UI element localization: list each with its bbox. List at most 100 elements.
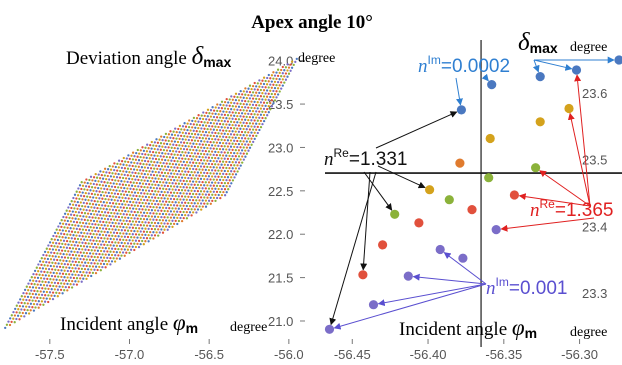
left-data-point [119, 206, 122, 209]
left-data-point [217, 144, 220, 148]
left-data-point [94, 271, 98, 275]
left-data-point [159, 161, 162, 164]
left-data-point [218, 160, 222, 163]
left-data-point [87, 268, 90, 271]
left-data-point [112, 238, 115, 241]
left-data-point [109, 256, 112, 260]
left-data-point [248, 90, 252, 94]
left-data-point [130, 184, 134, 187]
left-data-point [77, 217, 80, 221]
left-data-point [250, 125, 253, 128]
left-data-point [168, 219, 171, 222]
left-data-point [78, 221, 82, 224]
left-data-point [239, 115, 242, 118]
left-data-point [126, 167, 130, 170]
left-data-point [276, 74, 280, 78]
left-data-point [256, 88, 259, 91]
annotation-arrow [363, 171, 393, 211]
left-data-point [133, 217, 136, 220]
left-data-point [45, 284, 49, 287]
left-data-point [67, 243, 70, 246]
left-data-point [118, 244, 122, 248]
left-data-point [199, 159, 203, 162]
left-data-point [154, 164, 157, 167]
left-data-point [228, 142, 231, 145]
annotation-nre-1365: nRe=1.365 [530, 197, 614, 221]
left-data-point [97, 230, 100, 233]
left-data-point [80, 211, 84, 214]
left-data-point [261, 92, 264, 95]
left-data-point [135, 194, 138, 198]
left-data-point [76, 251, 79, 254]
left-data-point [145, 169, 148, 173]
left-data-point [196, 196, 200, 199]
left-data-point [259, 88, 263, 92]
left-data-point [204, 149, 207, 153]
left-y-label-text: Deviation angle [66, 48, 192, 69]
left-data-point [158, 151, 161, 154]
left-data-point [143, 192, 146, 195]
left-data-point [240, 112, 244, 115]
left-data-point [139, 149, 142, 152]
annotation-arrow [377, 283, 487, 307]
left-data-point [179, 173, 182, 176]
right-data-point [368, 300, 379, 310]
left-data-point [73, 237, 77, 240]
left-data-point [36, 276, 40, 280]
left-data-point [209, 153, 212, 156]
left-data-point [149, 230, 152, 234]
left-data-point [68, 266, 71, 269]
left-data-point [69, 227, 72, 230]
left-data-point [114, 215, 117, 218]
left-data-point [165, 194, 168, 197]
left-data-point [160, 197, 163, 200]
left-data-point [178, 131, 181, 134]
left-data-point [229, 164, 233, 167]
left-data-point [65, 209, 68, 212]
left-data-point [255, 134, 258, 138]
left-data-point [156, 148, 159, 151]
left-data-point [251, 122, 255, 125]
left-data-point [46, 277, 49, 281]
left-data-point [96, 243, 100, 246]
left-data-point [58, 242, 61, 245]
left-data-point [64, 279, 68, 282]
left-data-point [231, 148, 234, 152]
left-data-point [97, 223, 100, 226]
left-data-point [247, 112, 250, 116]
left-panel: -57.5 -57.0 -56.5 -56.021.021.522.022.523.0… [4, 43, 335, 362]
left-data-point [68, 253, 71, 256]
left-data-point [188, 186, 192, 189]
left-data-point [44, 267, 48, 270]
left-data-point [166, 222, 169, 225]
left-data-point [161, 219, 165, 222]
left-data-point [103, 224, 106, 227]
left-data-point [247, 106, 250, 109]
left-data-point [137, 159, 141, 162]
left-data-point [86, 232, 89, 235]
annotation-nre-1331-value: =1.331 [349, 149, 408, 170]
left-data-point [116, 199, 119, 202]
right-data-point [509, 190, 519, 200]
left-data-point [64, 236, 67, 239]
left-data-point [109, 263, 112, 266]
left-data-point [184, 207, 187, 211]
left-data-point [169, 210, 173, 213]
left-data-point [131, 178, 134, 181]
left-data-point [110, 185, 114, 188]
left-data-point [107, 260, 110, 263]
left-data-point [165, 149, 169, 152]
left-data-point [182, 198, 185, 201]
left-data-point [74, 267, 77, 270]
left-data-point [190, 195, 193, 199]
left-x-tick-label: -56.0 [274, 347, 304, 362]
left-data-point [233, 133, 236, 136]
left-data-point [133, 236, 136, 239]
left-data-point [266, 114, 269, 117]
left-data-point [171, 175, 174, 179]
left-data-point [61, 272, 65, 275]
left-data-point [153, 209, 157, 212]
left-data-point [171, 207, 174, 210]
left-data-point [52, 271, 55, 275]
left-data-point [181, 151, 184, 154]
